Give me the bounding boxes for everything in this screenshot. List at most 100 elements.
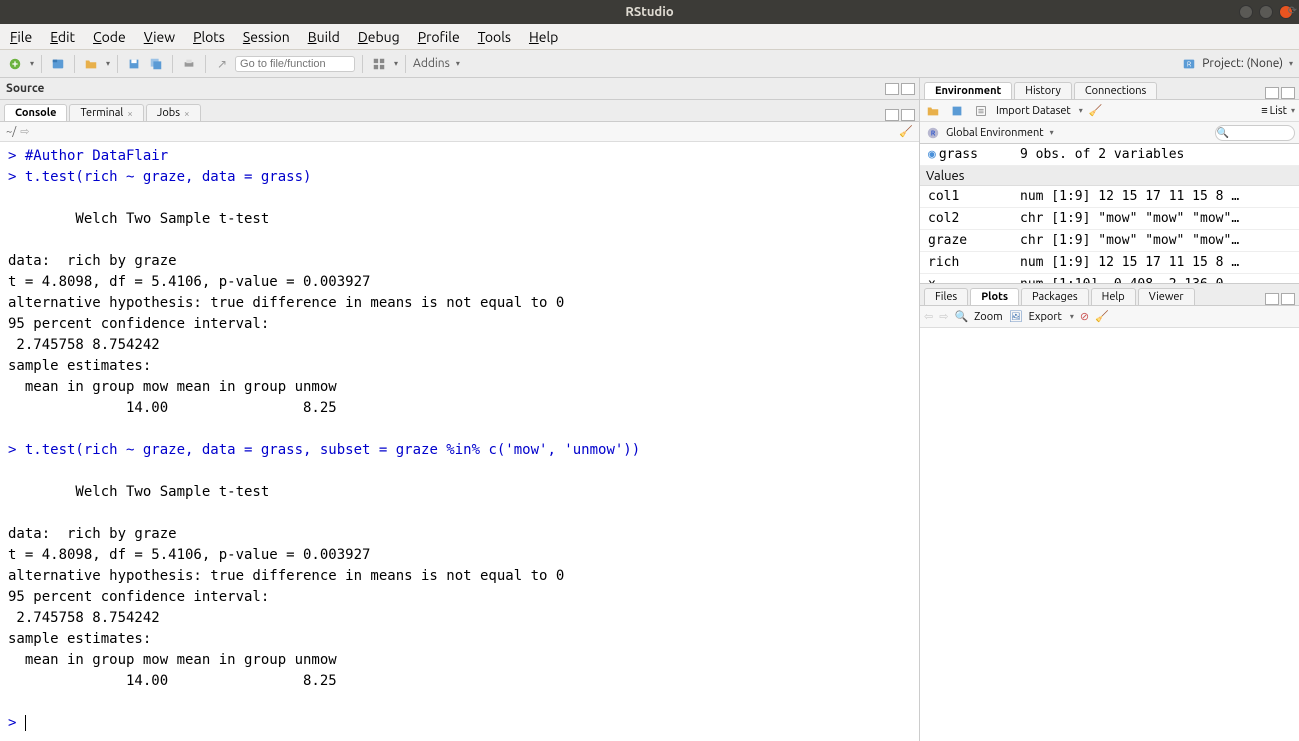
tab-console-console[interactable]: Console <box>4 104 67 121</box>
import-dataset-icon[interactable] <box>972 102 990 120</box>
tab-env-environment[interactable]: Environment <box>924 82 1012 99</box>
import-dataset-button[interactable]: Import Dataset <box>996 105 1071 117</box>
menu-file[interactable]: File <box>10 29 32 45</box>
env-minimize-button[interactable] <box>1265 87 1279 99</box>
console-wd[interactable]: ~/ <box>6 126 16 138</box>
export-icon[interactable]: 🖼 <box>1009 310 1023 323</box>
project-label[interactable]: Project: (None) <box>1202 57 1283 70</box>
save-workspace-icon[interactable] <box>948 102 966 120</box>
new-project-icon[interactable] <box>49 55 67 73</box>
close-icon[interactable]: × <box>127 108 133 119</box>
plot-prev-icon[interactable]: ⇦ <box>924 310 933 323</box>
tab-env-connections[interactable]: Connections <box>1074 82 1157 99</box>
env-var-value: chr [1:9] "mow" "mow" "mow"… <box>1020 211 1299 226</box>
tab-console-jobs[interactable]: Jobs× <box>146 104 201 121</box>
console-output[interactable]: > #Author DataFlair> t.test(rich ~ graze… <box>0 142 919 741</box>
plot-next-icon[interactable]: ⇨ <box>939 310 948 323</box>
tab-plots-label: Viewer <box>1149 291 1184 303</box>
source-minimize-button[interactable] <box>885 83 899 95</box>
menu-session[interactable]: Session <box>243 29 290 45</box>
open-recent-dropdown[interactable]: ▾ <box>106 59 110 68</box>
zoom-button[interactable]: Zoom <box>974 311 1003 323</box>
env-var-name: graze <box>920 233 1020 248</box>
list-view-icon: ≡ <box>1261 105 1267 117</box>
new-file-dropdown[interactable]: ▾ <box>30 59 34 68</box>
menu-tools[interactable]: Tools <box>478 29 511 45</box>
env-scope-bar: R Global Environment ▾ 🔍 <box>920 122 1299 144</box>
export-dropdown[interactable]: ▾ <box>1070 312 1074 321</box>
goto-file-input[interactable] <box>235 56 355 72</box>
tab-plots-plots[interactable]: Plots <box>970 288 1019 305</box>
env-row[interactable]: col1num [1:9] 12 15 17 11 15 8 … <box>920 186 1299 208</box>
env-var-name: ◉grass <box>920 147 1020 162</box>
console-wd-arrow[interactable]: ⇨ <box>20 125 29 138</box>
env-scope-label[interactable]: Global Environment <box>946 127 1044 139</box>
env-row[interactable]: grazechr [1:9] "mow" "mow" "mow"… <box>920 230 1299 252</box>
menu-build[interactable]: Build <box>308 29 340 45</box>
plots-toolbar: ⇦ ⇨ 🔍 Zoom 🖼 Export ▾ ⊘ 🧹 <box>920 306 1299 328</box>
tab-env-history[interactable]: History <box>1014 82 1072 99</box>
tab-plots-files[interactable]: Files <box>924 288 968 305</box>
env-var-value: chr [1:9] "mow" "mow" "mow"… <box>1020 233 1299 248</box>
addins-dropdown[interactable]: ▾ <box>456 59 460 68</box>
addins-button[interactable]: Addins <box>413 57 450 70</box>
env-body: ⟳ ◉grass9 obs. of 2 variablesValuescol1n… <box>920 144 1299 283</box>
save-all-icon[interactable] <box>147 55 165 73</box>
env-scope-dropdown[interactable]: ▾ <box>1050 128 1054 137</box>
window-maximize-button[interactable] <box>1259 5 1273 19</box>
tab-plots-packages[interactable]: Packages <box>1021 288 1089 305</box>
env-maximize-button[interactable] <box>1281 87 1295 99</box>
window-minimize-button[interactable] <box>1239 5 1253 19</box>
env-var-name: rich <box>920 255 1020 270</box>
env-row[interactable]: richnum [1:9] 12 15 17 11 15 8 … <box>920 252 1299 274</box>
expand-icon[interactable]: ◉ <box>928 147 936 162</box>
env-var-value: 9 obs. of 2 variables <box>1020 147 1299 162</box>
plots-maximize-button[interactable] <box>1281 293 1295 305</box>
tab-console-label: Terminal <box>80 107 123 119</box>
list-view-button[interactable]: List <box>1270 105 1287 117</box>
zoom-icon[interactable]: 🔍 <box>954 310 968 323</box>
load-workspace-icon[interactable] <box>924 102 942 120</box>
print-icon[interactable] <box>180 55 198 73</box>
menu-debug[interactable]: Debug <box>358 29 400 45</box>
tab-plots-viewer[interactable]: Viewer <box>1138 288 1195 305</box>
save-icon[interactable] <box>125 55 143 73</box>
menu-plots[interactable]: Plots <box>193 29 225 45</box>
console-tabs: ConsoleTerminal×Jobs× <box>0 100 919 122</box>
menu-code[interactable]: Code <box>93 29 126 45</box>
close-icon[interactable]: × <box>184 108 190 119</box>
env-section: Values <box>920 166 1299 186</box>
plots-minimize-button[interactable] <box>1265 293 1279 305</box>
menu-edit[interactable]: Edit <box>50 29 75 45</box>
env-row[interactable]: xnum [1:10] -0.408 -2.136 0.… <box>920 274 1299 283</box>
menu-help[interactable]: Help <box>529 29 558 45</box>
tab-env-label: History <box>1025 85 1061 97</box>
clear-env-icon[interactable]: 🧹 <box>1089 104 1103 117</box>
tab-env-label: Environment <box>935 85 1001 97</box>
remove-plot-icon[interactable]: ⊘ <box>1080 310 1089 323</box>
tab-console-terminal[interactable]: Terminal × <box>69 104 143 121</box>
list-view-dropdown[interactable]: ▾ <box>1291 106 1295 115</box>
env-row[interactable]: col2chr [1:9] "mow" "mow" "mow"… <box>920 208 1299 230</box>
console-minimize-button[interactable] <box>885 109 899 121</box>
pane-layout-dropdown[interactable]: ▾ <box>394 59 398 68</box>
tab-plots-label: Files <box>935 291 957 303</box>
console-maximize-button[interactable] <box>901 109 915 121</box>
tab-plots-label: Packages <box>1032 291 1078 303</box>
clear-plots-icon[interactable]: 🧹 <box>1095 310 1109 323</box>
menu-profile[interactable]: Profile <box>418 29 460 45</box>
open-file-icon[interactable] <box>82 55 100 73</box>
menu-view[interactable]: View <box>144 29 175 45</box>
source-maximize-button[interactable] <box>901 83 915 95</box>
import-dropdown[interactable]: ▾ <box>1079 106 1083 115</box>
tab-plots-help[interactable]: Help <box>1091 288 1136 305</box>
env-var-value: num [1:9] 12 15 17 11 15 8 … <box>1020 189 1299 204</box>
window-title: RStudio <box>625 5 673 19</box>
clear-console-icon[interactable]: 🧹 <box>899 125 913 138</box>
env-row[interactable]: ◉grass9 obs. of 2 variables <box>920 144 1299 166</box>
env-var-name: x <box>920 277 1020 283</box>
project-dropdown[interactable]: ▾ <box>1289 59 1293 68</box>
new-file-icon[interactable] <box>6 55 24 73</box>
grid-icon[interactable] <box>370 55 388 73</box>
export-button[interactable]: Export <box>1029 311 1062 323</box>
